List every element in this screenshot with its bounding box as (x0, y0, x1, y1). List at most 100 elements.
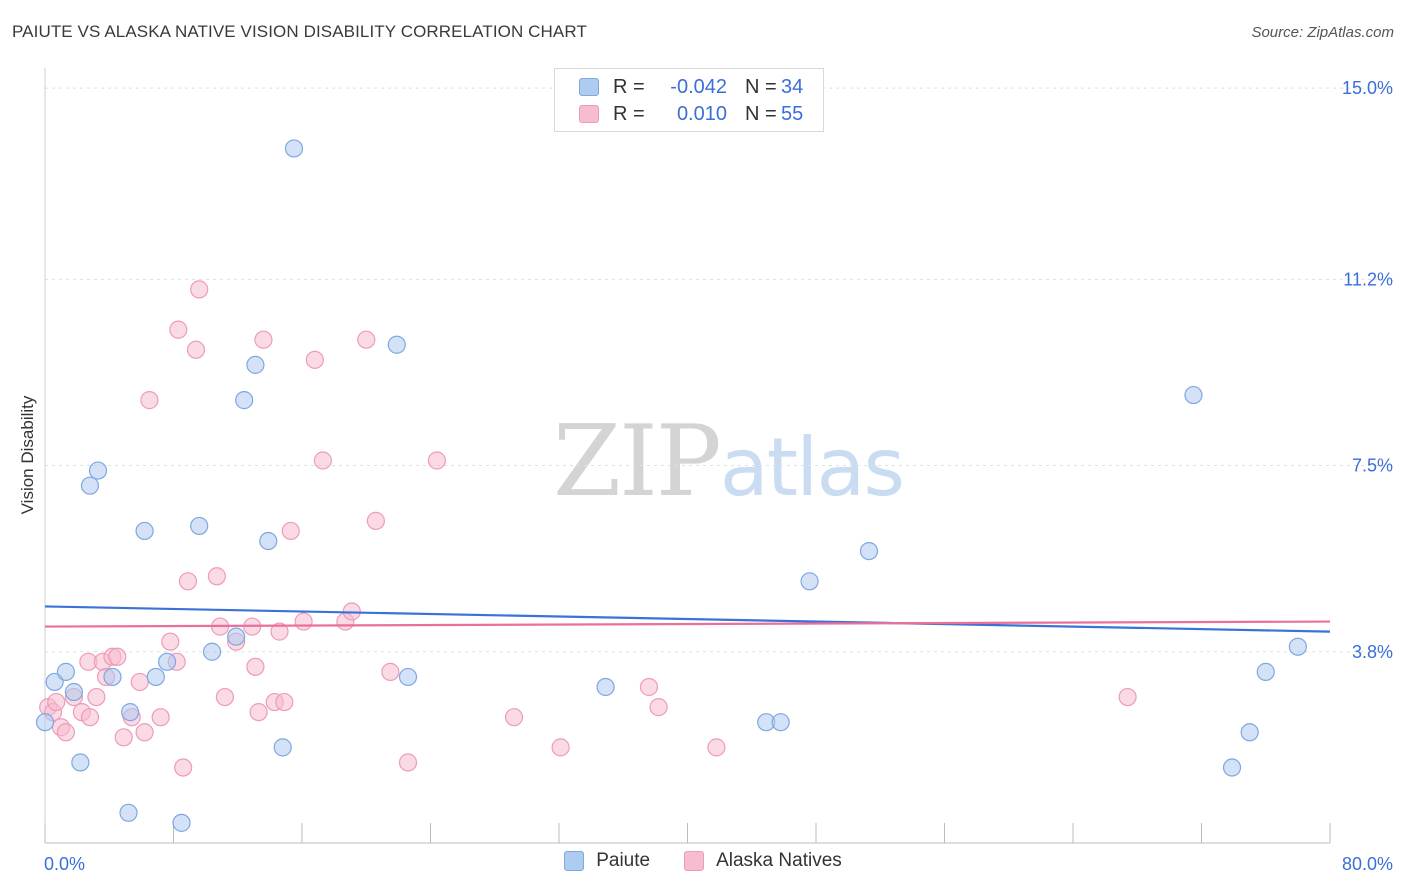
paiute-point (259, 531, 278, 551)
paiute-point (56, 662, 75, 681)
paiute-point (202, 642, 222, 661)
paiute-point (190, 516, 209, 536)
series-legend: Paiute Alaska Natives (0, 850, 1406, 872)
alaska-natives-point (215, 687, 234, 707)
paiute-point (1222, 758, 1242, 777)
y-tick-label: 15.0% (1342, 78, 1393, 98)
alaska-natives-point (190, 280, 209, 299)
alaska-natives-point (56, 723, 75, 742)
alaska-natives-point (357, 330, 376, 349)
watermark-zip: ZIP (553, 405, 722, 519)
alaska-natives-point (313, 451, 332, 470)
alaska-natives-point (1118, 687, 1137, 707)
alaska-natives-point (381, 662, 400, 681)
paiute-point (1184, 385, 1203, 405)
alaska-natives-point (87, 687, 106, 707)
zipatlas-watermark: ZIPatlas (553, 405, 905, 519)
alaska-natives-point (246, 657, 265, 676)
alaska-natives-point (178, 572, 198, 591)
paiute-point (1240, 723, 1259, 742)
y-tick-label: 3.8% (1352, 642, 1393, 662)
y-tick-label: 11.2% (1343, 269, 1393, 289)
alaska-natives-point (161, 632, 180, 651)
paiute-point (800, 572, 819, 591)
n-value: 34 (781, 75, 804, 98)
n-value: 55 (781, 102, 804, 125)
r-value: 0.010 (676, 102, 727, 125)
paiute-point (284, 139, 304, 158)
paiute-point (172, 813, 191, 832)
paiute-point (227, 627, 246, 646)
r-value: -0.042 (670, 75, 727, 98)
legend-item-alaska-natives[interactable]: Alaska Natives (684, 850, 842, 872)
alaska-natives-point (427, 451, 447, 470)
alaska-natives-point (649, 698, 668, 717)
alaska-natives-point (135, 723, 154, 742)
alaska-natives-point (254, 330, 273, 349)
watermark-atlas: atlas (719, 421, 905, 514)
paiute-point (80, 476, 100, 495)
paiute-point (71, 753, 90, 772)
paiute-point (387, 335, 406, 354)
paiute-point (1288, 637, 1307, 656)
alaska-natives-swatch (579, 105, 599, 123)
alaska-natives-point (551, 738, 570, 757)
alaska-natives-point (47, 692, 66, 712)
paiute-point (235, 391, 254, 410)
paiute-point (273, 738, 292, 757)
alaska-natives-point (151, 708, 170, 727)
legend-label-alaska-natives: Alaska Natives (716, 850, 842, 871)
n-label: N = (745, 102, 777, 125)
n-label: N = (745, 75, 777, 98)
y-tick-label: 7.5% (1352, 456, 1393, 476)
x-tick-label-min: 0.0% (44, 854, 85, 874)
alaska-natives-point (249, 703, 268, 722)
alaska-natives-point (270, 622, 289, 641)
alaska-natives-point (639, 677, 659, 697)
alaska-natives-point (114, 728, 133, 747)
stats-legend: R = -0.042 N = 34 R = 0.010 N = 55 (554, 68, 824, 132)
paiute-point (157, 652, 177, 671)
r-label: R = (613, 75, 645, 98)
alaska-natives-point (275, 692, 294, 712)
paiute-point (135, 521, 154, 541)
alaska-natives-point (366, 511, 385, 530)
paiute-swatch (579, 78, 599, 96)
paiute-point (35, 713, 55, 732)
paiute-point (103, 667, 122, 687)
alaska-natives-point (130, 672, 149, 692)
alaska-natives-point (174, 758, 193, 777)
paiute-point (121, 703, 140, 722)
chart-title: PAIUTE VS ALASKA NATIVE VISION DISABILIT… (12, 22, 587, 41)
paiute-point (771, 713, 790, 732)
paiute-point (1256, 662, 1275, 681)
paiute-point (64, 682, 84, 702)
paiute-point (398, 667, 418, 687)
paiute-point (146, 667, 165, 687)
alaska-natives-point (294, 612, 313, 631)
alaska-natives-point (186, 340, 206, 359)
paiute-trend-line (44, 605, 1331, 633)
alaska-natives-point (707, 738, 726, 757)
paiute-point (246, 355, 265, 374)
paiute-point (88, 461, 108, 480)
alaska-natives-point (140, 391, 159, 410)
alaska-natives-point (305, 350, 324, 369)
paiute-point (859, 541, 879, 561)
x-tick-label-max: 80.0% (1342, 854, 1393, 874)
legend-item-paiute[interactable]: Paiute (564, 850, 650, 872)
alaska-natives-point (504, 708, 524, 727)
y-axis-label: Vision Disability (18, 395, 37, 515)
legend-row-paiute: R = -0.042 N = 34 (579, 75, 803, 99)
legend-row-alaska-natives: R = 0.010 N = 55 (579, 102, 803, 126)
r-label: R = (613, 102, 645, 125)
alaska-natives-point (398, 753, 418, 772)
alaska-natives-trend-line (44, 620, 1331, 628)
alaska-natives-point (80, 708, 100, 727)
legend-label-paiute: Paiute (596, 850, 651, 871)
alaska-natives-point (281, 521, 300, 541)
alaska-natives-swatch (684, 851, 705, 871)
alaska-natives-point (108, 647, 127, 666)
alaska-natives-point (207, 567, 226, 586)
